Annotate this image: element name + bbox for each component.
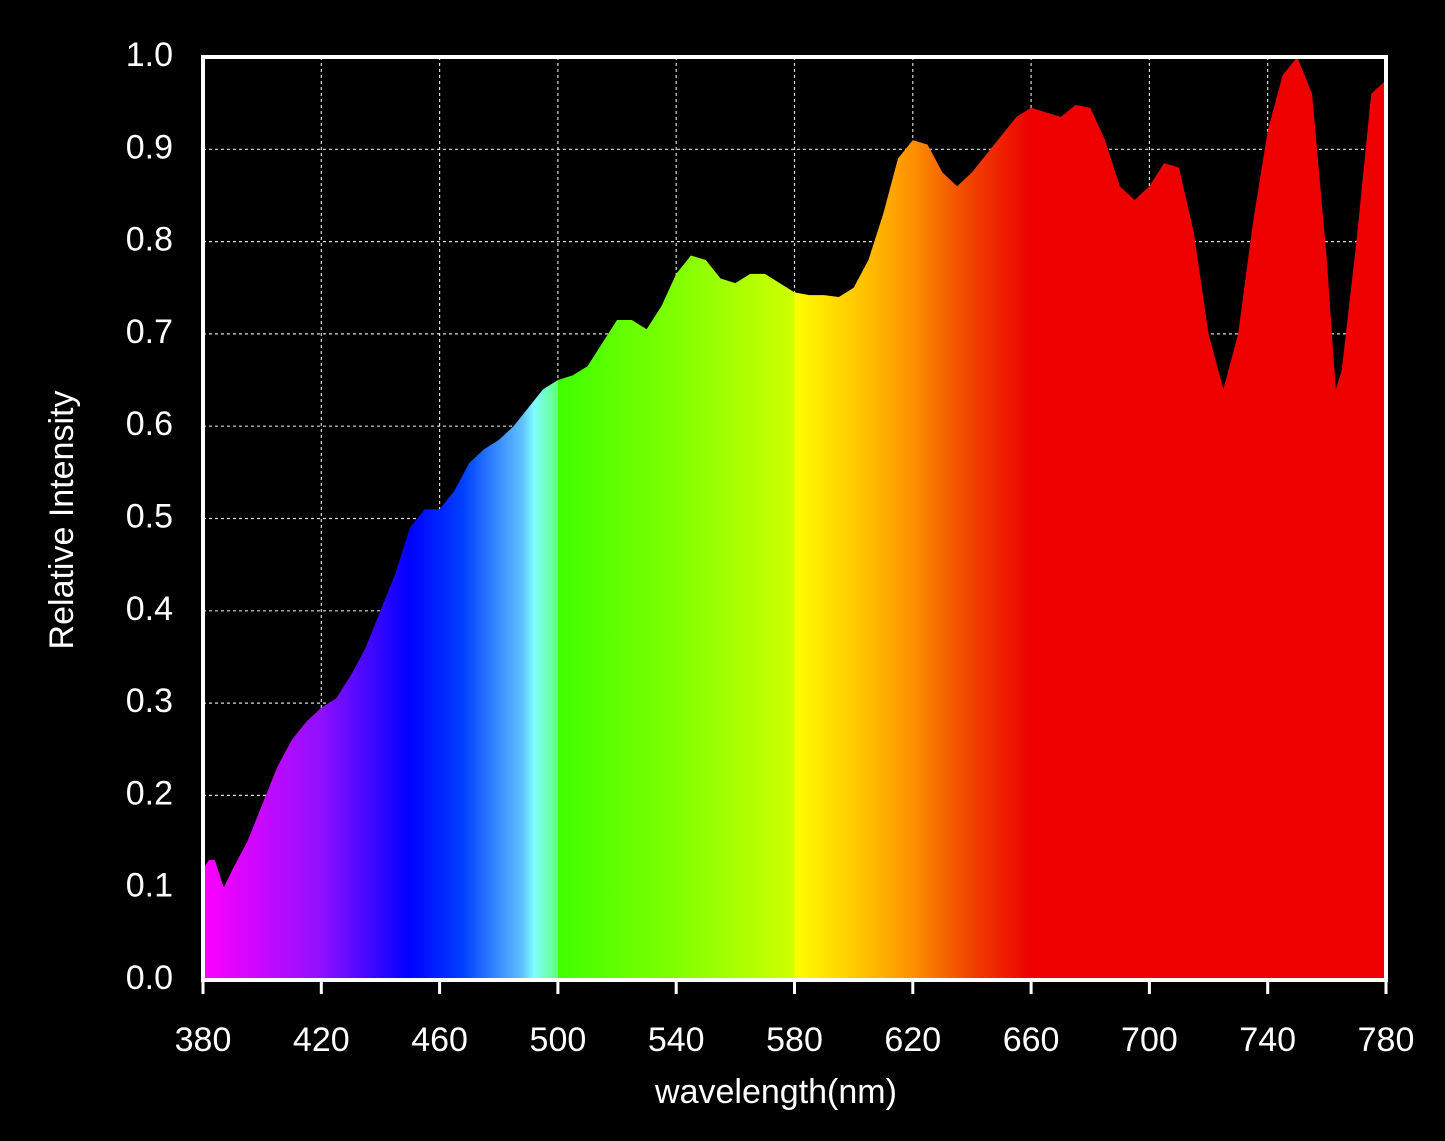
- y-tick-label: 0.2: [126, 774, 173, 812]
- x-tick-label: 540: [648, 1021, 705, 1059]
- x-tick-label: 420: [293, 1021, 350, 1059]
- x-tick-label: 620: [884, 1021, 941, 1059]
- y-tick-label: 0.4: [126, 590, 173, 628]
- area-layer: [203, 57, 1386, 980]
- y-tick-label: 0.0: [126, 959, 173, 997]
- x-tick-label: 700: [1121, 1021, 1178, 1059]
- y-tick-label: 1.0: [126, 36, 173, 74]
- y-tick-label: 0.7: [126, 313, 173, 351]
- x-axis-label: wavelength(nm): [654, 1073, 897, 1111]
- x-tick-label: 740: [1239, 1021, 1296, 1059]
- x-tick-label: 780: [1358, 1021, 1415, 1059]
- x-tick-label: 460: [411, 1021, 468, 1059]
- x-tick-label: 380: [175, 1021, 232, 1059]
- y-tick-label: 0.6: [126, 405, 173, 443]
- y-tick-label: 0.5: [126, 497, 173, 535]
- y-axis-label: Relative Intensity: [43, 391, 81, 650]
- y-tick-label: 0.8: [126, 221, 173, 259]
- x-tick-label: 500: [530, 1021, 587, 1059]
- spectrum-area: [203, 57, 1386, 980]
- y-tick-label: 0.3: [126, 682, 173, 720]
- labels: 380 420 460 500 540 580 620 660 700 740 780 0.0 0.1 0…: [126, 36, 1415, 1059]
- y-tick-label: 0.9: [126, 128, 173, 166]
- x-tick-label: 580: [766, 1021, 823, 1059]
- y-tick-label: 0.1: [126, 867, 173, 905]
- x-tick-label: 660: [1003, 1021, 1060, 1059]
